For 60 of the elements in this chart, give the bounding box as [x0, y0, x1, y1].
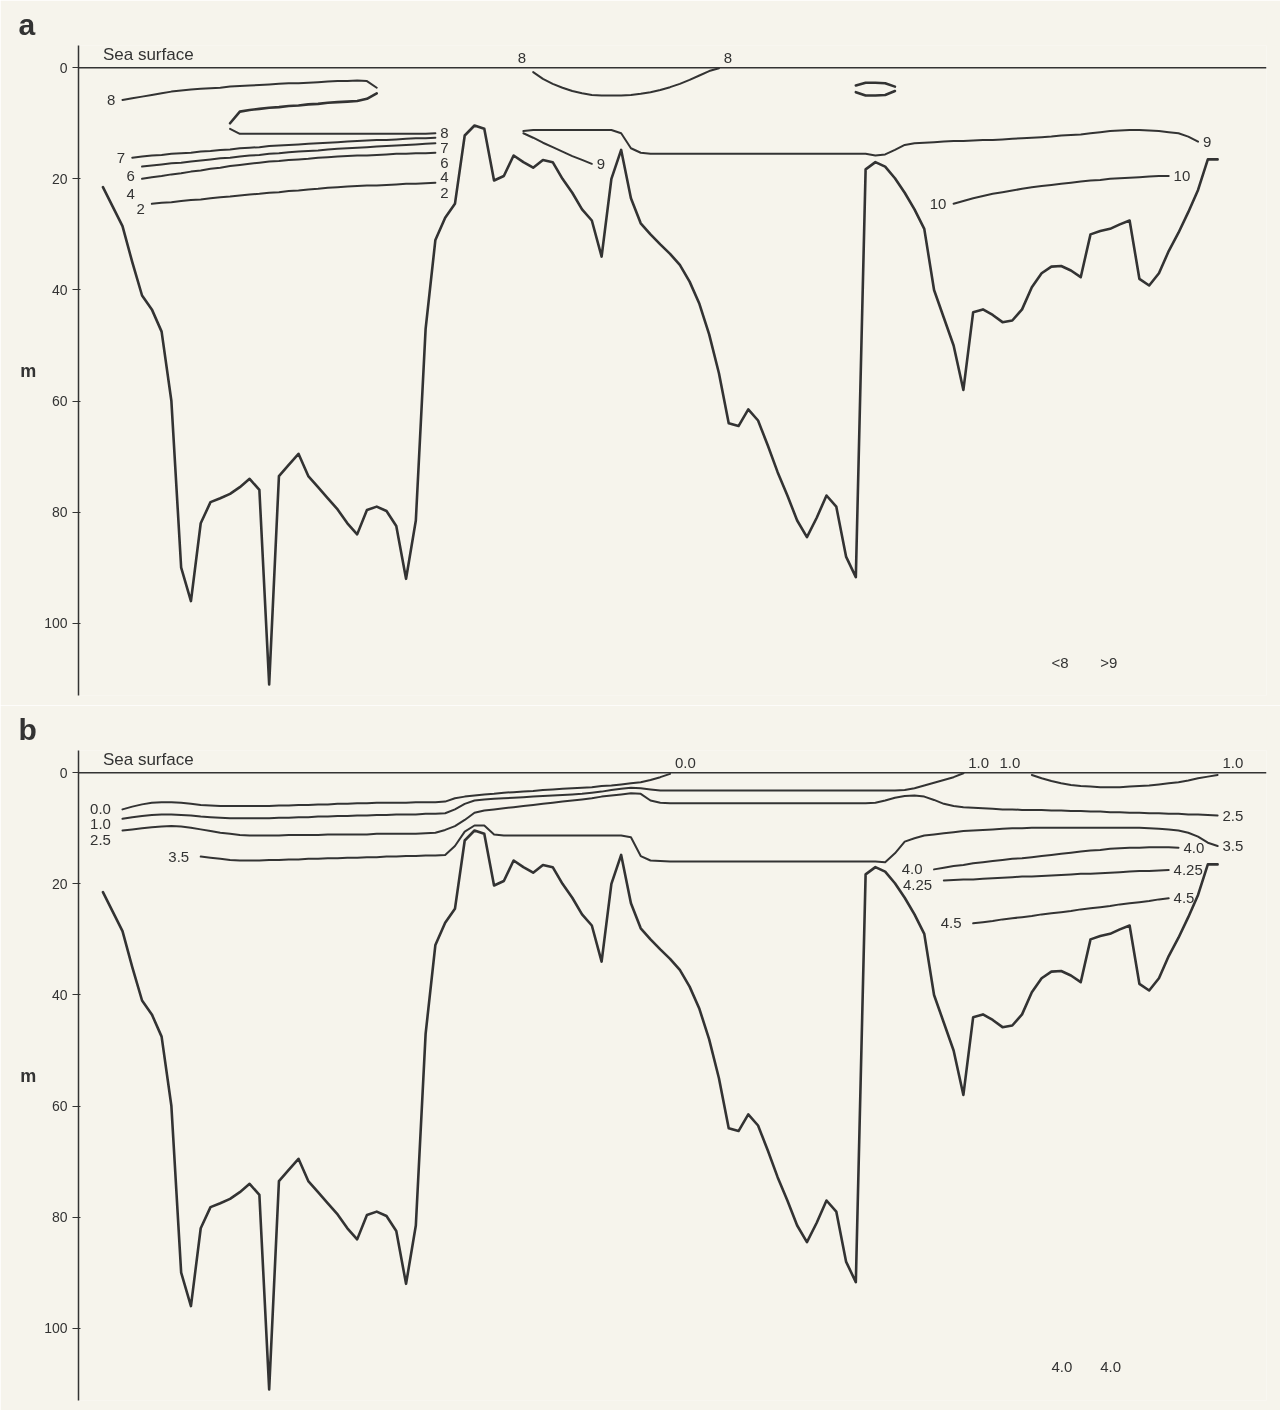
annotation: <8 — [1051, 653, 1069, 671]
y-tick-label: 0 — [59, 764, 68, 781]
line-series — [942, 868, 1170, 882]
annotation: 4.0 — [1051, 1358, 1073, 1376]
text: 4.5 — [940, 914, 962, 932]
line-series — [141, 142, 437, 168]
line-series — [131, 136, 437, 159]
series-label: 10 — [1173, 167, 1191, 185]
line-series — [199, 824, 1219, 864]
line-series — [228, 91, 379, 125]
line-series — [121, 79, 378, 101]
series-label: 8 — [723, 48, 733, 66]
y-tick-label: 80 — [51, 504, 68, 521]
chart-title: a — [18, 7, 36, 41]
text: 10 — [929, 194, 947, 212]
ref-line-label: Sea surface — [102, 749, 194, 769]
y-axis-title: m — [20, 1065, 37, 1086]
series-label: 0.0 — [674, 753, 696, 771]
series-label: 4.5 — [1173, 889, 1195, 907]
y-tick-label: 20 — [51, 170, 68, 187]
text: 2 — [136, 199, 145, 217]
y-tick-label: 60 — [51, 393, 68, 410]
y-tick-label: 0 — [59, 59, 68, 76]
y-axis-title: m — [20, 360, 37, 381]
annotation: >9 — [1100, 653, 1118, 671]
y-tick-label: 80 — [51, 1209, 68, 1226]
series-label: 4.25 — [1173, 860, 1203, 878]
series-label: 9 — [596, 154, 606, 172]
series-label: 4.0 — [1183, 838, 1205, 856]
line-series — [121, 792, 1219, 837]
y-tick-label: 40 — [51, 986, 68, 1003]
text: 2.5 — [90, 831, 111, 849]
series-label: 6 — [126, 167, 135, 185]
text: 4.0 — [1100, 1358, 1122, 1376]
text: 8 — [517, 48, 527, 66]
line-series — [141, 151, 437, 180]
line-series — [101, 124, 1219, 686]
text: 7 — [116, 148, 126, 166]
annotation: 4.0 — [901, 860, 923, 878]
series-label: 8 — [107, 90, 116, 108]
y-tick-label: 60 — [51, 1098, 68, 1115]
y-tick-label: 40 — [51, 281, 68, 298]
line-series — [150, 181, 437, 205]
series-label: 3.5 — [1222, 837, 1244, 855]
series-label: 1.0 — [968, 753, 990, 771]
text: 3.5 — [168, 847, 190, 865]
series-label: 9 — [1202, 132, 1212, 150]
y-tick-label: 100 — [44, 615, 68, 632]
series-label: 2.5 — [1222, 806, 1244, 824]
series-label: 1.0 — [1222, 753, 1244, 771]
text: 4.25 — [902, 876, 933, 894]
line-series — [952, 175, 1170, 205]
series-label: 4 — [126, 184, 135, 202]
ref-line-label: Sea surface — [102, 44, 194, 64]
line-series — [972, 897, 1170, 925]
y-tick-label: 100 — [44, 1320, 68, 1337]
y-tick-label: 20 — [51, 875, 68, 892]
chart-title: b — [18, 712, 37, 746]
series-label: 2 — [440, 183, 449, 201]
text: 1.0 — [999, 753, 1021, 771]
